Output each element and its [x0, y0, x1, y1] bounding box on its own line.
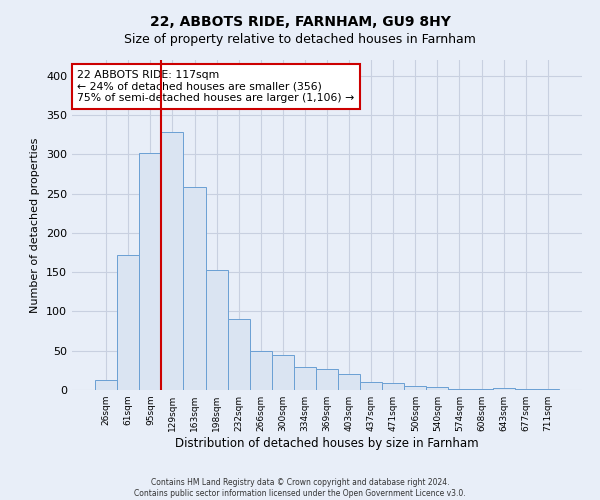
Bar — [294, 367, 316, 390]
Bar — [250, 350, 272, 390]
Bar — [515, 389, 537, 390]
Bar — [537, 389, 559, 390]
Bar — [206, 270, 227, 390]
Bar — [404, 386, 427, 390]
Y-axis label: Number of detached properties: Number of detached properties — [31, 138, 40, 312]
Bar — [139, 152, 161, 390]
Bar — [427, 387, 448, 390]
Bar — [448, 389, 470, 390]
Bar — [227, 318, 250, 390]
Text: 22, ABBOTS RIDE, FARNHAM, GU9 8HY: 22, ABBOTS RIDE, FARNHAM, GU9 8HY — [149, 15, 451, 29]
Bar — [338, 374, 360, 390]
Text: 22 ABBOTS RIDE: 117sqm
← 24% of detached houses are smaller (356)
75% of semi-de: 22 ABBOTS RIDE: 117sqm ← 24% of detached… — [77, 70, 355, 103]
Text: Size of property relative to detached houses in Farnham: Size of property relative to detached ho… — [124, 32, 476, 46]
Text: Contains HM Land Registry data © Crown copyright and database right 2024.
Contai: Contains HM Land Registry data © Crown c… — [134, 478, 466, 498]
Bar — [117, 255, 139, 390]
X-axis label: Distribution of detached houses by size in Farnham: Distribution of detached houses by size … — [175, 437, 479, 450]
Bar — [316, 369, 338, 390]
Bar — [95, 380, 117, 390]
Bar — [272, 356, 294, 390]
Bar — [493, 388, 515, 390]
Bar — [382, 383, 404, 390]
Bar — [360, 382, 382, 390]
Bar — [470, 389, 493, 390]
Bar — [184, 188, 206, 390]
Bar — [161, 132, 184, 390]
